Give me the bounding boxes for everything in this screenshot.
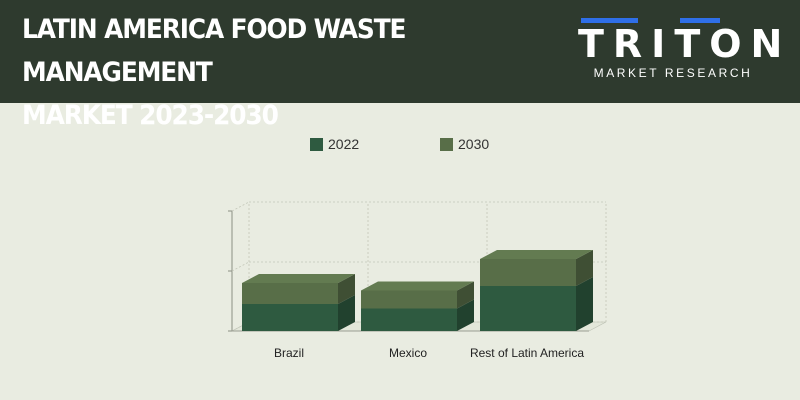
bar-brazil-2030 [242, 274, 355, 304]
title-line-2: MARKET 2023-2030 [22, 100, 279, 131]
page-title: LATIN AMERICA FOOD WASTE MANAGEMENT MARK… [22, 8, 500, 137]
bar-front-mexico-2030 [361, 290, 457, 309]
x-label-mexico: Mexico [389, 346, 427, 360]
chart-legend: 2022 2030 [310, 136, 489, 152]
header-banner: LATIN AMERICA FOOD WASTE MANAGEMENT MARK… [0, 0, 800, 131]
bar-front-brazil-2022 [242, 304, 338, 331]
bar-side-mexico-2022 [457, 299, 474, 331]
bar-front-brazil-2030 [242, 283, 338, 304]
logo-bar-left [581, 18, 638, 23]
bar-front-rest-of-latin-america-2022 [480, 286, 576, 331]
bar-front-rest-of-latin-america-2030 [480, 259, 576, 286]
logo-wordmark: TRITON [578, 22, 792, 66]
legend-swatch-2022 [310, 138, 323, 151]
x-label-brazil: Brazil [274, 346, 304, 360]
bar-top-brazil [242, 274, 355, 283]
chart-bars [242, 250, 593, 331]
x-axis-labels: Brazil Mexico Rest of Latin America [274, 346, 584, 360]
bar-side-brazil-2022 [338, 295, 355, 331]
legend-label-2030: 2030 [458, 136, 489, 152]
x-label-rest-of-latin-america: Rest of Latin America [470, 346, 584, 360]
bar-mexico-2022 [361, 299, 474, 331]
title-line-1: LATIN AMERICA FOOD WASTE MANAGEMENT [22, 14, 407, 88]
legend-swatch-2030 [440, 138, 453, 151]
bar-side-rest-of-latin-america-2022 [576, 277, 593, 331]
bar-rest-of-latin-america-2022 [480, 277, 593, 331]
bar-top-rest-of-latin-america [480, 250, 593, 259]
bar-mexico-2030 [361, 281, 474, 309]
logo-subtitle: MARKET RESEARCH [593, 66, 753, 80]
bar-rest-of-latin-america-2030 [480, 250, 593, 286]
grid-diag-2 [231, 201, 250, 212]
bar-top-mexico [361, 281, 474, 291]
grid-diag-1 [231, 261, 250, 272]
bar-side-rest-of-latin-america-2030 [576, 250, 593, 286]
logo-bar-right [680, 18, 720, 23]
legend-label-2022: 2022 [328, 136, 359, 152]
bar-front-mexico-2022 [361, 308, 457, 331]
triton-logo: TRITON MARKET RESEARCH [578, 18, 792, 84]
bar-side-brazil-2030 [338, 274, 355, 304]
bar-brazil-2022 [242, 295, 355, 331]
stacked-bar-chart: 2022 2030 Brazil Mexico Rest of Latin Am… [228, 136, 607, 360]
